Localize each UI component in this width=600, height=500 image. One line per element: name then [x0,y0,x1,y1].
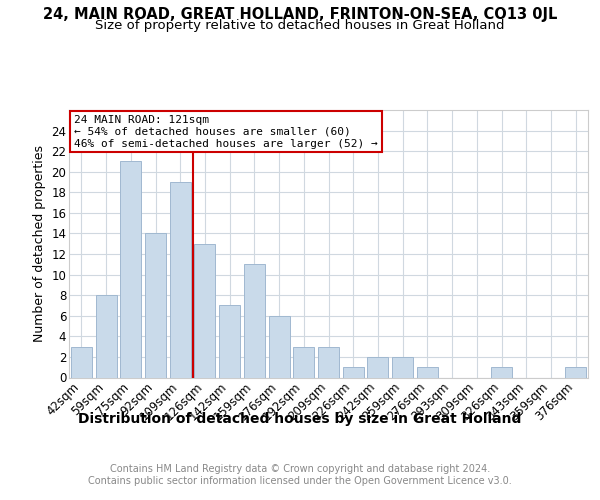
Bar [194,244,215,378]
Bar [392,357,413,378]
Bar [417,367,438,378]
Bar [120,162,141,378]
Bar [269,316,290,378]
Bar [565,367,586,378]
Bar [343,367,364,378]
Bar [71,346,92,378]
Text: 24 MAIN ROAD: 121sqm
← 54% of detached houses are smaller (60)
46% of semi-detac: 24 MAIN ROAD: 121sqm ← 54% of detached h… [74,116,378,148]
Bar [244,264,265,378]
Bar [145,234,166,378]
Text: Distribution of detached houses by size in Great Holland: Distribution of detached houses by size … [79,412,521,426]
Bar [367,357,388,378]
Bar [219,306,240,378]
Y-axis label: Number of detached properties: Number of detached properties [32,145,46,342]
Text: Contains public sector information licensed under the Open Government Licence v3: Contains public sector information licen… [88,476,512,486]
Bar [170,182,191,378]
Bar [491,367,512,378]
Bar [293,346,314,378]
Bar [318,346,339,378]
Text: Size of property relative to detached houses in Great Holland: Size of property relative to detached ho… [95,18,505,32]
Text: Contains HM Land Registry data © Crown copyright and database right 2024.: Contains HM Land Registry data © Crown c… [110,464,490,474]
Text: 24, MAIN ROAD, GREAT HOLLAND, FRINTON-ON-SEA, CO13 0JL: 24, MAIN ROAD, GREAT HOLLAND, FRINTON-ON… [43,8,557,22]
Bar [95,295,116,378]
